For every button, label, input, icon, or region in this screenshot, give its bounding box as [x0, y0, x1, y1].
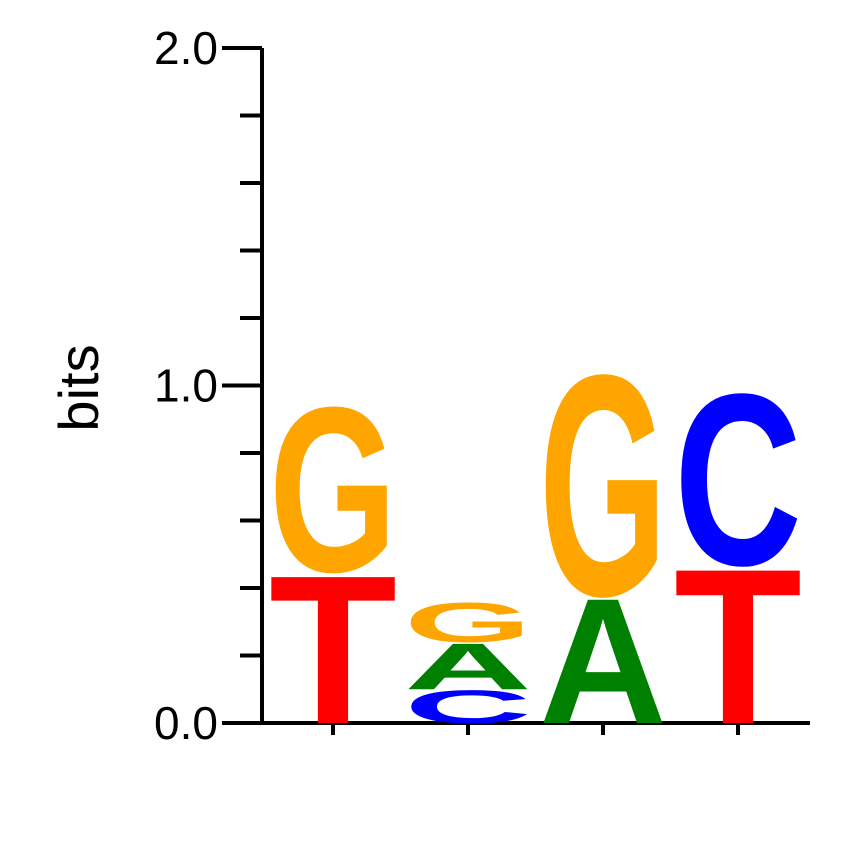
logo-letter-g: G	[269, 359, 397, 622]
logo-letter-t: T	[674, 523, 802, 771]
y-tick-label: 0.0	[154, 697, 218, 749]
x-axis	[262, 721, 810, 735]
y-tick-label: 2.0	[154, 22, 218, 74]
position-stack: AG	[539, 310, 667, 761]
logo-letter-c: C	[674, 343, 802, 617]
logo-letter-a: A	[539, 561, 667, 761]
logo-letter-c: C	[404, 681, 532, 733]
logo-letter-g: G	[404, 591, 532, 654]
y-axis-title: bits	[47, 344, 110, 431]
y-tick-label: 1.0	[154, 360, 218, 412]
logo-letter-g: G	[539, 310, 667, 662]
position-stack: TC	[674, 343, 802, 770]
position-stack: CAG	[404, 591, 532, 733]
y-axis: 0.0 1.0 2.0	[154, 22, 264, 749]
logo-letter-t: T	[269, 531, 397, 768]
position-stack: TG	[269, 359, 397, 768]
logo-letter-a: A	[404, 630, 532, 704]
